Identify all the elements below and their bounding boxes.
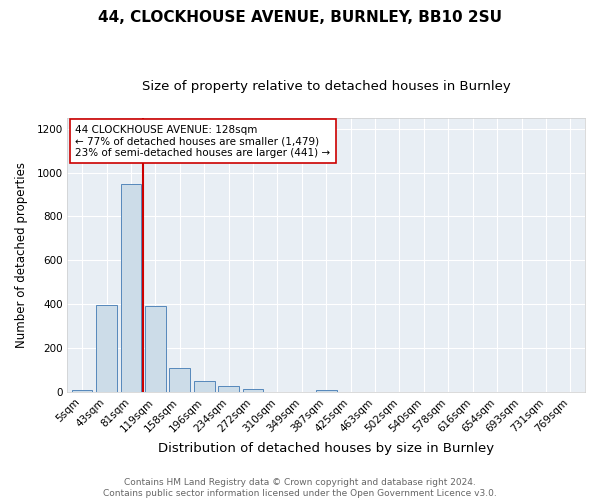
Bar: [194, 381, 215, 392]
Text: 44 CLOCKHOUSE AVENUE: 128sqm
← 77% of detached houses are smaller (1,479)
23% of: 44 CLOCKHOUSE AVENUE: 128sqm ← 77% of de…: [75, 124, 331, 158]
Bar: [72, 390, 92, 392]
Bar: [121, 184, 141, 392]
Bar: [169, 368, 190, 392]
Y-axis label: Number of detached properties: Number of detached properties: [15, 162, 28, 348]
Bar: [145, 306, 166, 392]
Title: Size of property relative to detached houses in Burnley: Size of property relative to detached ho…: [142, 80, 511, 93]
Text: Contains HM Land Registry data © Crown copyright and database right 2024.
Contai: Contains HM Land Registry data © Crown c…: [103, 478, 497, 498]
Bar: [316, 390, 337, 392]
X-axis label: Distribution of detached houses by size in Burnley: Distribution of detached houses by size …: [158, 442, 494, 455]
Text: 44, CLOCKHOUSE AVENUE, BURNLEY, BB10 2SU: 44, CLOCKHOUSE AVENUE, BURNLEY, BB10 2SU: [98, 10, 502, 25]
Bar: [218, 386, 239, 392]
Bar: [96, 306, 117, 392]
Bar: [242, 390, 263, 392]
